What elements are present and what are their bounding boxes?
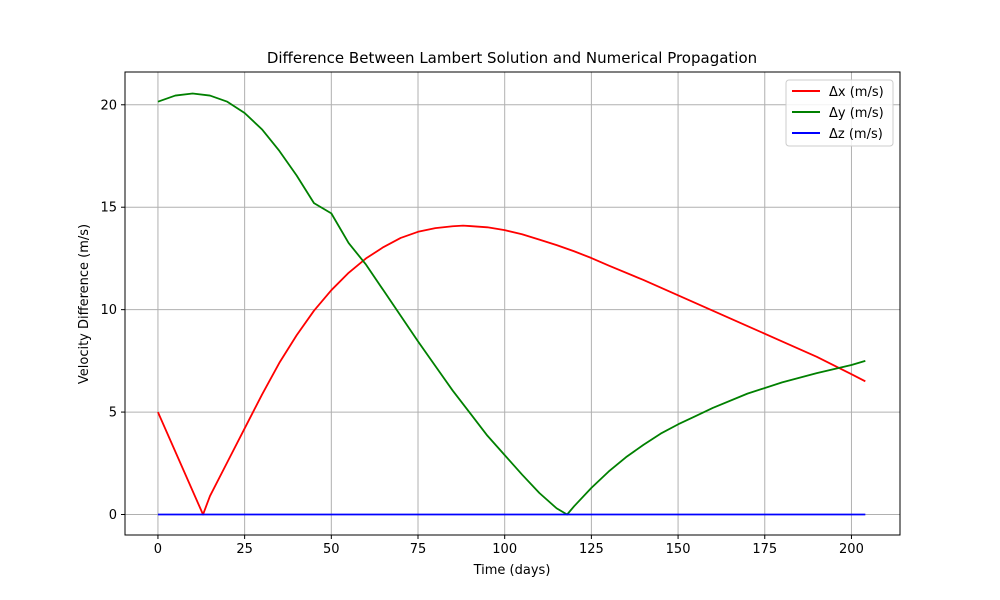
plot-frame <box>124 71 901 536</box>
x-tick-label: 150 <box>666 542 691 557</box>
x-axis-label: Time (days) <box>473 563 551 578</box>
chart-title: Difference Between Lambert Solution and … <box>267 49 757 67</box>
series-line-dx <box>157 224 866 516</box>
y-tick-label: 15 <box>100 201 117 216</box>
legend-box <box>785 79 894 147</box>
y-axis-label: Velocity Difference (m/s) <box>77 224 92 384</box>
x-tick-label: 175 <box>752 542 777 557</box>
y-tick-label: 10 <box>100 303 117 318</box>
x-tick-label: 200 <box>839 542 864 557</box>
y-tick-label: 20 <box>100 98 117 113</box>
x-tick-label: 100 <box>492 542 517 557</box>
x-tick-label: 50 <box>323 542 340 557</box>
series-group <box>157 92 866 516</box>
legend-label-dz: Δz (m/s) <box>829 127 883 142</box>
y-tick-label: 0 <box>109 508 117 523</box>
legend-label-dy: Δy (m/s) <box>829 106 884 121</box>
series-line-dy <box>157 92 866 516</box>
x-tick-label: 0 <box>154 542 162 557</box>
legend-label-dx: Δx (m/s) <box>829 85 884 100</box>
x-tick-label: 75 <box>410 542 427 557</box>
x-tick-label: 25 <box>236 542 253 557</box>
x-tick-label: 125 <box>579 542 604 557</box>
y-tick-label: 5 <box>109 406 117 421</box>
x-axis-ticks: 0 25 50 75 100 125 150 175 200 <box>154 535 864 557</box>
y-axis-ticks: 0 5 10 15 20 <box>100 98 125 523</box>
legend: Δx (m/s) Δy (m/s) Δz (m/s) <box>785 79 894 147</box>
